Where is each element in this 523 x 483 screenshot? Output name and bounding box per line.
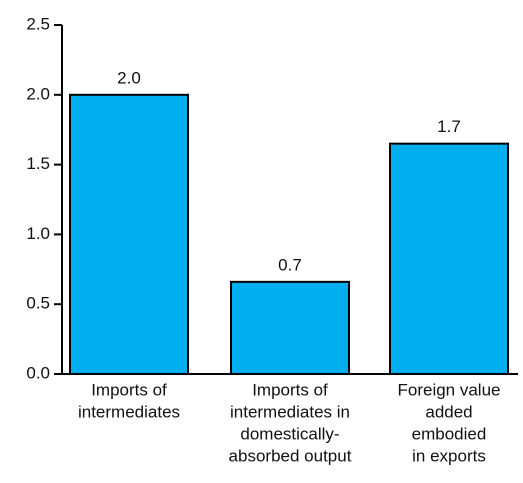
x-tick-label: domestically-: [240, 424, 339, 443]
x-tick-label: Imports of: [91, 380, 167, 399]
y-tick-label: 1.0: [26, 224, 50, 243]
x-tick-label: Foreign value: [397, 380, 500, 399]
bar: [69, 93, 189, 376]
value-label: 1.7: [437, 117, 461, 136]
y-tick-label: 2.0: [26, 84, 50, 103]
x-tick-label: added: [425, 402, 472, 421]
x-tick-label: intermediates in: [230, 402, 350, 421]
y-tick-label: 0.0: [26, 363, 50, 382]
bar: [230, 280, 350, 376]
y-tick-label: 1.5: [26, 154, 50, 173]
x-tick-label: embodied: [412, 424, 487, 443]
x-tick-label: absorbed output: [229, 446, 352, 465]
value-label: 2.0: [117, 68, 141, 87]
value-label: 0.7: [278, 255, 302, 274]
x-tick-label: Imports of: [252, 380, 328, 399]
x-tick-label: intermediates: [78, 402, 180, 421]
y-tick-label: 0.5: [26, 294, 50, 313]
bar: [389, 142, 509, 375]
y-tick-label: 2.5: [26, 14, 50, 33]
x-tick-label: in exports: [412, 446, 486, 465]
